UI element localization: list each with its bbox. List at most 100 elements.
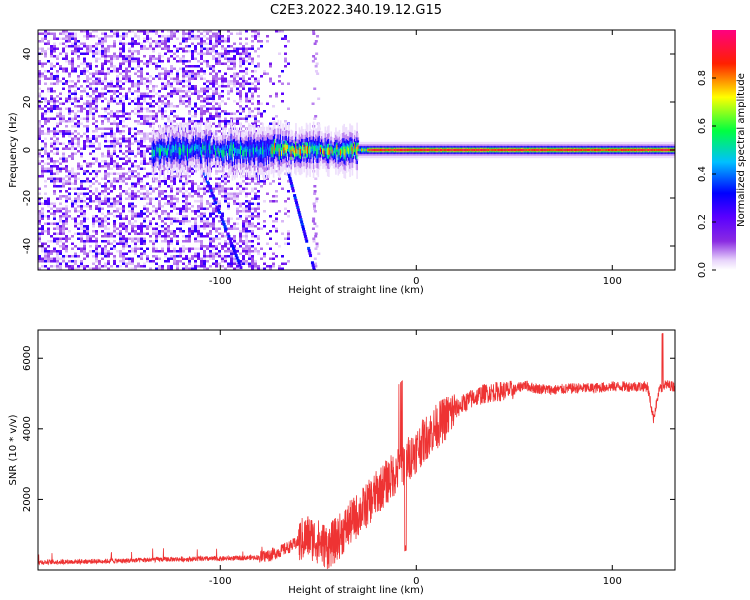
spectrogram-cell	[140, 232, 143, 235]
spectrogram-cell	[131, 172, 134, 175]
spectrogram-cell	[47, 217, 50, 220]
spectrogram-cell	[179, 175, 182, 178]
spectrogram-cell	[131, 85, 134, 88]
spectrogram-cell	[41, 165, 44, 168]
spectrogram-cell	[266, 35, 269, 38]
spectrogram-cell	[191, 75, 194, 78]
spectrogram-cell	[77, 65, 80, 68]
spectrogram-cell	[59, 130, 62, 133]
spectrogram-cell	[50, 167, 53, 170]
spectrogram-cell	[119, 167, 122, 170]
spectrogram-cell	[65, 130, 68, 133]
spectrogram-cell	[287, 235, 290, 238]
spectrogram-cell	[128, 175, 131, 178]
spectrogram-cell	[89, 165, 92, 168]
spectrogram-cell	[272, 225, 275, 228]
spectrogram-cell	[206, 50, 209, 53]
spectrogram-cell	[188, 247, 191, 250]
spectrogram-cell	[212, 190, 215, 193]
spectrogram-cell	[239, 190, 242, 193]
spectrogram-cell	[95, 175, 98, 178]
spectrogram-cell	[122, 245, 125, 248]
spectrogram-cell	[155, 67, 158, 70]
spectrogram-cell	[65, 40, 68, 43]
spectrogram-cell	[116, 30, 119, 33]
spectrogram-cell	[281, 92, 284, 95]
carrier-cell	[152, 149, 155, 158]
carrier-cell	[286, 145, 289, 150]
spectrogram-cell	[200, 130, 203, 133]
spectrogram-cell	[197, 122, 200, 125]
spectrogram-cell	[68, 265, 71, 268]
spectrogram-cell	[173, 182, 176, 185]
spectrogram-cell	[86, 125, 89, 128]
spectrogram-cell	[65, 197, 68, 200]
spectrogram-cell	[236, 227, 239, 230]
spectrogram-cell	[146, 87, 149, 90]
spectrogram-cell	[230, 197, 233, 200]
spectrogram-cell	[116, 112, 119, 115]
spectrogram-cell	[257, 235, 260, 238]
spectrogram-cell	[113, 180, 116, 183]
spectrogram-cell	[218, 255, 221, 258]
spectrogram-cell	[185, 40, 188, 43]
spectrogram-cell	[194, 262, 197, 265]
spectrogram-cell	[86, 232, 89, 235]
spectrogram-cell	[197, 252, 200, 255]
spectrogram-cell	[128, 222, 131, 225]
spectrogram-cell	[89, 267, 92, 270]
spectrogram-cell	[212, 95, 215, 98]
spectrogram-cell	[254, 120, 257, 123]
spectrogram-cell	[200, 87, 203, 90]
spectrogram-cell	[221, 190, 224, 193]
spectrogram-cell	[227, 97, 230, 100]
spectrogram-cell	[203, 35, 206, 38]
spectrogram-cell	[212, 257, 215, 260]
spectrogram-cell	[245, 80, 248, 83]
spectrogram-cell	[50, 50, 53, 53]
spectrogram-cell	[119, 240, 122, 243]
spectrogram-cell	[312, 32, 316, 35]
spectrogram-cell	[203, 97, 206, 100]
spectrogram-cell	[44, 50, 47, 53]
spectrogram-cell	[224, 127, 227, 130]
spectrogram-cell	[245, 92, 248, 95]
spectrogram-cell	[164, 102, 167, 105]
spectrogram-cell	[95, 77, 98, 80]
spectrogram-cell	[188, 175, 191, 178]
spectrogram-cell	[101, 65, 104, 68]
spectrogram-cell	[287, 260, 290, 263]
spectrogram-cell	[86, 162, 89, 165]
carrier-cell	[301, 146, 303, 154]
spectrogram-cell	[215, 50, 218, 53]
spectrogram-cell	[134, 195, 137, 198]
spectrogram-cell	[44, 122, 47, 125]
spectrogram-cell	[140, 145, 143, 148]
spectrogram-cell	[257, 180, 260, 183]
spectrogram-cell	[86, 252, 89, 255]
spectrogram-cell	[314, 265, 318, 268]
spectrogram-cell	[197, 60, 200, 63]
spectrogram-cell	[68, 267, 71, 270]
spectrogram-cell	[158, 100, 161, 103]
spectrogram-cell	[173, 232, 176, 235]
spectrogram-cell	[212, 227, 215, 230]
spectrogram-cell	[119, 230, 122, 233]
spectrogram-cell	[56, 255, 59, 258]
spectrogram-cell	[86, 77, 89, 80]
spectrogram-cell	[125, 240, 128, 243]
carrier-cell	[298, 147, 301, 155]
spectrogram-cell	[83, 210, 86, 213]
spectrogram-cell	[233, 237, 236, 240]
spectrogram-cell	[272, 117, 275, 120]
spectrogram-cell	[71, 117, 74, 120]
spectrogram-cell	[107, 192, 110, 195]
spectrogram-cell	[86, 177, 89, 180]
spectrogram-cell	[50, 75, 53, 78]
spectrogram-cell	[152, 245, 155, 248]
spectrogram-cell	[77, 195, 80, 198]
spectrogram-cell	[44, 117, 47, 120]
spectrogram-cell	[128, 50, 131, 53]
spectrogram-cell	[251, 165, 254, 168]
carrier-cell	[256, 146, 258, 152]
